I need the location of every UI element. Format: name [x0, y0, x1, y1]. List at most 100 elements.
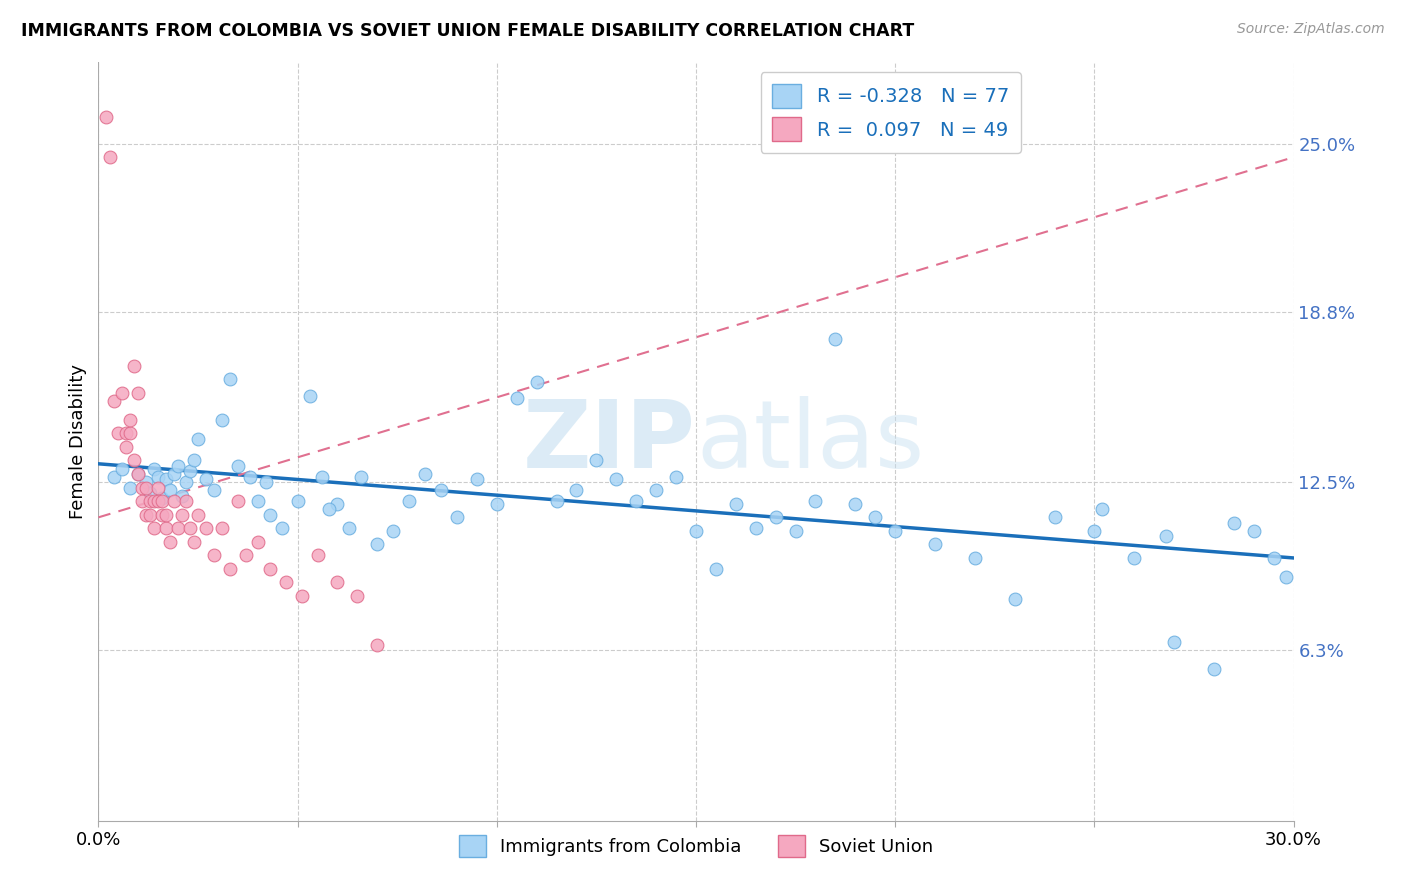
Point [254, 475, 277, 490]
Point [98, 150, 122, 164]
Point [120, 426, 142, 441]
Point [685, 524, 707, 538]
Point [1263, 551, 1285, 566]
Point [465, 473, 488, 487]
Point [103, 469, 125, 483]
Point [1202, 662, 1225, 676]
Point [111, 385, 134, 400]
Point [745, 521, 768, 535]
Point [307, 548, 329, 563]
Point [382, 524, 405, 538]
Point [824, 332, 846, 346]
Point [1274, 570, 1296, 584]
Point [183, 453, 205, 467]
Point [143, 521, 166, 535]
Point [765, 510, 787, 524]
Point [202, 548, 225, 563]
Point [139, 486, 162, 500]
Point [135, 475, 157, 490]
Point [963, 551, 986, 566]
Point [546, 494, 568, 508]
Point [120, 413, 142, 427]
Point [1043, 510, 1066, 524]
Point [179, 521, 201, 535]
Point [526, 375, 548, 389]
Text: ZIP: ZIP [523, 395, 696, 488]
Point [565, 483, 588, 498]
Point [219, 562, 242, 576]
Point [131, 481, 153, 495]
Point [326, 497, 349, 511]
Point [1154, 529, 1177, 543]
Point [291, 589, 314, 603]
Point [626, 494, 648, 508]
Point [366, 537, 388, 551]
Point [430, 483, 453, 498]
Point [506, 391, 529, 405]
Point [107, 426, 129, 441]
Point [120, 481, 142, 495]
Point [143, 494, 166, 508]
Point [246, 494, 269, 508]
Point [172, 489, 194, 503]
Point [174, 494, 197, 508]
Point [259, 508, 281, 522]
Point [148, 494, 170, 508]
Point [287, 494, 309, 508]
Point [298, 388, 321, 402]
Point [665, 469, 688, 483]
Point [1004, 591, 1026, 606]
Point [226, 458, 249, 473]
Point [139, 494, 162, 508]
Point [155, 521, 177, 535]
Point [183, 534, 205, 549]
Point [1083, 524, 1105, 538]
Point [226, 494, 249, 508]
Point [413, 467, 436, 481]
Point [239, 469, 262, 483]
Y-axis label: Female Disability: Female Disability [69, 364, 87, 519]
Point [163, 494, 186, 508]
Point [135, 508, 157, 522]
Text: IMMIGRANTS FROM COLOMBIA VS SOVIET UNION FEMALE DISABILITY CORRELATION CHART: IMMIGRANTS FROM COLOMBIA VS SOVIET UNION… [21, 22, 914, 40]
Point [124, 453, 146, 467]
Point [150, 491, 173, 506]
Point [235, 548, 257, 563]
Point [884, 524, 907, 538]
Point [605, 473, 627, 487]
Point [159, 534, 181, 549]
Point [155, 473, 177, 487]
Text: Source: ZipAtlas.com: Source: ZipAtlas.com [1237, 22, 1385, 37]
Point [1163, 635, 1185, 649]
Point [1123, 551, 1146, 566]
Point [127, 385, 149, 400]
Point [270, 521, 292, 535]
Point [211, 413, 233, 427]
Point [139, 508, 162, 522]
Point [1243, 524, 1265, 538]
Point [135, 481, 157, 495]
Point [219, 372, 242, 386]
Point [259, 562, 281, 576]
Point [127, 467, 149, 481]
Point [163, 467, 186, 481]
Point [124, 359, 146, 373]
Point [167, 521, 190, 535]
Point [366, 638, 388, 652]
Point [645, 483, 668, 498]
Point [311, 469, 333, 483]
Point [585, 453, 607, 467]
Point [195, 521, 218, 535]
Point [96, 110, 118, 124]
Point [1223, 516, 1246, 530]
Point [131, 494, 153, 508]
Text: atlas: atlas [696, 395, 924, 488]
Point [150, 494, 173, 508]
Point [187, 432, 209, 446]
Point [155, 508, 177, 522]
Point [159, 483, 181, 498]
Point [326, 575, 349, 590]
Point [246, 534, 269, 549]
Point [704, 562, 727, 576]
Point [148, 469, 170, 483]
